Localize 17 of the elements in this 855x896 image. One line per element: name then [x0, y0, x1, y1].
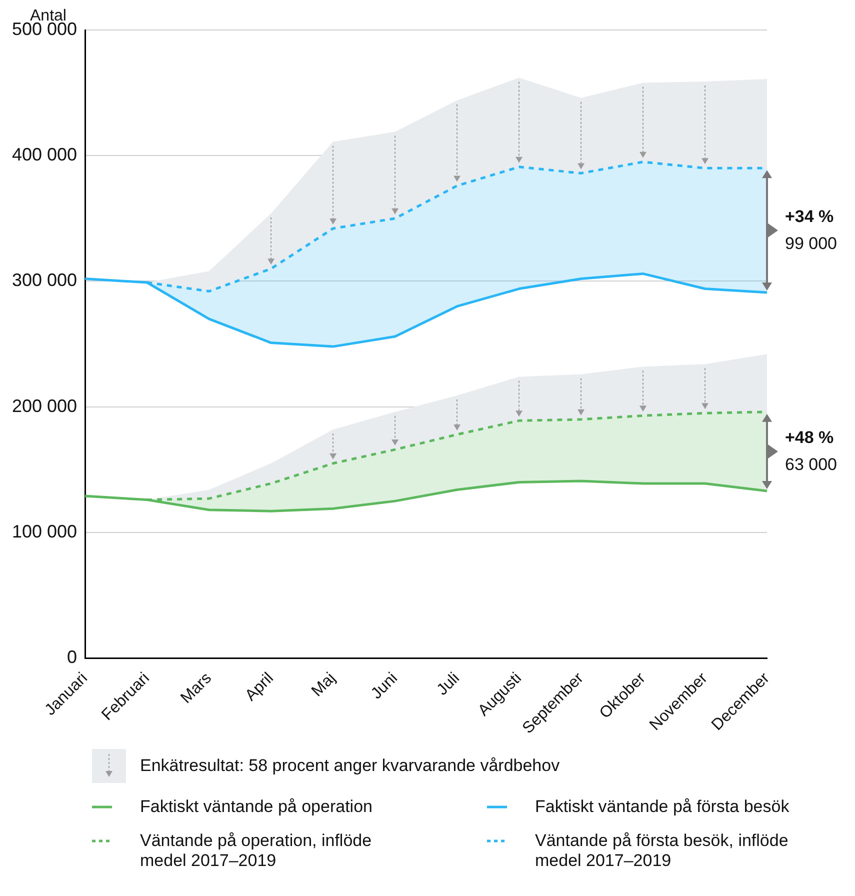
text: +48 %	[785, 428, 834, 448]
text: 63 000	[785, 455, 837, 476]
legend-label: Faktiskt väntande på operation	[140, 797, 372, 817]
y-tick-label: 100 000	[12, 521, 78, 542]
y-tick-label: 200 000	[12, 396, 78, 416]
legend-label: Väntande på första besök, inflöde medel 2017–2019	[535, 831, 790, 871]
y-tick-label: 0	[67, 647, 78, 668]
y-tick-label: 400 000	[12, 144, 78, 165]
legend-label: Enkätresultat: 58 procent anger kvarvarande vårdbehov	[140, 756, 560, 776]
x-tick-label: Maj	[308, 670, 339, 700]
legend-label: Faktiskt väntande på första besök	[535, 797, 790, 817]
x-tick-label: Juli	[434, 670, 463, 699]
text: +34 %	[785, 207, 834, 228]
y-tick-label: 300 000	[12, 270, 78, 290]
x-tick-label: Juni	[368, 670, 401, 703]
text: 99 000	[785, 234, 837, 254]
legend-label: Väntande på operation, inflöde medel 2017–2019	[140, 831, 373, 871]
